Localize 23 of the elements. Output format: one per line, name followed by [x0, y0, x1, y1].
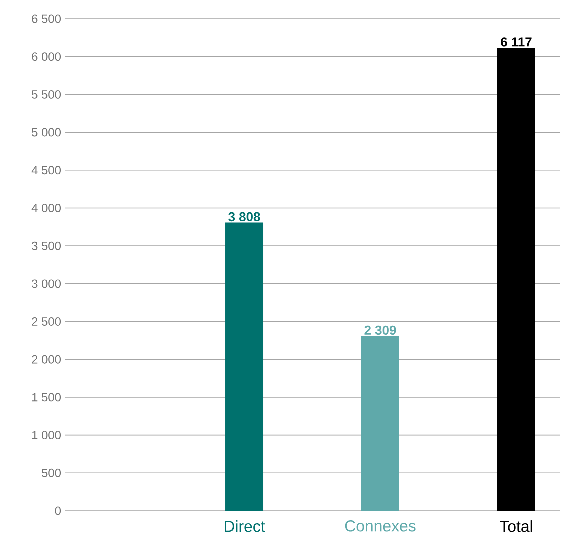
y-tick-label: 4 000 — [32, 204, 62, 212]
y-tick-label: 5 500 — [32, 90, 62, 99]
data-label: 3 808 — [228, 212, 260, 222]
x-tick-label: Connexes — [345, 520, 416, 532]
y-tick-label: 500 — [42, 468, 62, 478]
bar — [362, 336, 400, 511]
bar — [226, 222, 264, 511]
y-tick-label: 1 000 — [32, 431, 62, 440]
y-tick-label: 2 000 — [32, 355, 62, 364]
x-tick-label: Total — [500, 520, 532, 532]
y-tick-label: 3 500 — [32, 242, 62, 250]
y-tick-label: 6 500 — [32, 14, 62, 24]
data-label: 6 117 — [501, 38, 532, 47]
y-tick-label: 4 500 — [32, 166, 62, 175]
data-label: 2 309 — [364, 326, 396, 336]
y-tick-label: 1 500 — [32, 393, 62, 402]
y-tick-label: 2 500 — [32, 318, 62, 326]
y-tick-label: 6 000 — [32, 52, 62, 62]
bar — [497, 48, 536, 511]
y-tick-label: 0 — [55, 506, 62, 516]
x-tick-label: Direct — [225, 520, 266, 532]
y-tick-label: 5 000 — [32, 128, 62, 137]
y-tick-label: 3 000 — [32, 280, 62, 288]
